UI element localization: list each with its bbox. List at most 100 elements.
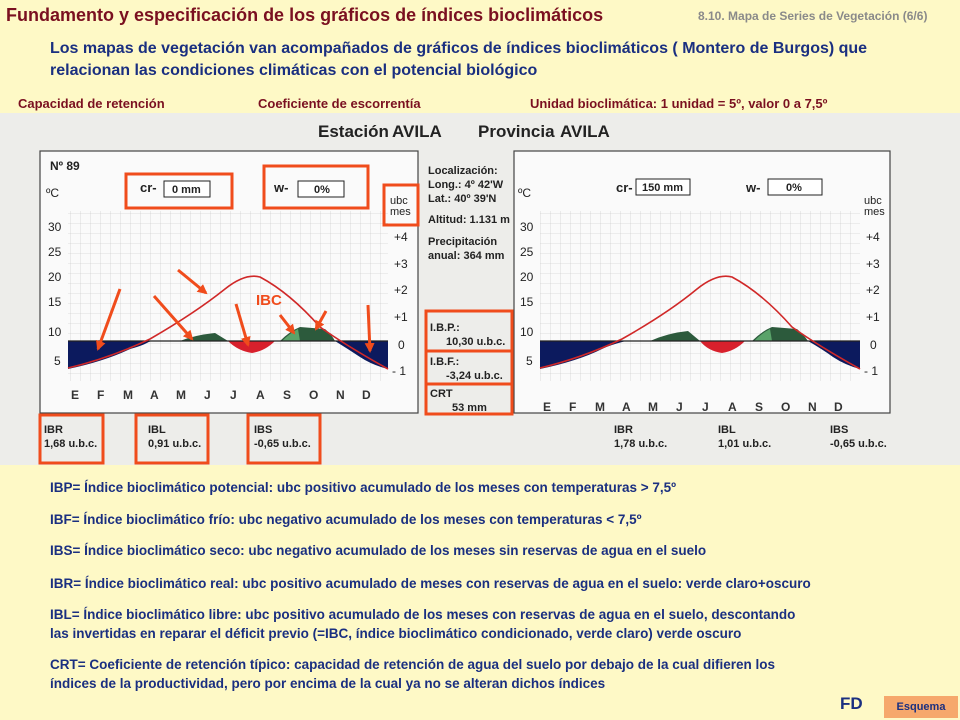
left-ibs-value: -0,65 u.b.c. (254, 438, 311, 450)
right-ubc-tick: 0 (870, 338, 877, 352)
right-w-label: w- (745, 180, 760, 195)
left-ytick: 20 (48, 270, 62, 284)
right-ibr-value: 1,78 u.b.c. (614, 438, 667, 450)
right-ibl-label: IBL (718, 424, 736, 436)
right-ubc-tick: +1 (866, 310, 880, 324)
left-month-label: F (97, 388, 104, 402)
left-ubc-tick: +2 (394, 283, 408, 297)
left-month-label: A (256, 388, 265, 402)
highlight-ibl-box (134, 413, 210, 465)
crt-value: 53 mm (452, 402, 487, 414)
intro-text: Los mapas de vegetación van acompañados … (50, 40, 868, 79)
left-month-axis: E F M A M J J A S O N D (71, 388, 371, 402)
left-ibc-band (282, 329, 300, 341)
right-ibc-band (754, 329, 772, 341)
right-month-label: E (543, 400, 551, 414)
right-ytick: 30 (520, 220, 534, 234)
right-grid (540, 211, 860, 381)
right-month-axis: E F M A M J J A S O N D (543, 400, 843, 414)
left-ytick: 5 (54, 354, 61, 368)
esquema-button[interactable]: Esquema (884, 696, 958, 718)
right-cr-field (635, 178, 691, 196)
left-ytick: 30 (48, 220, 62, 234)
right-ytick: 20 (520, 270, 534, 284)
definition-ibp: IBP= Índice bioclimático potencial: ubc … (50, 480, 677, 495)
definition-ibl-line1: IBL= Índice bioclimático libre: ubc posi… (50, 607, 796, 622)
definition-crt-line2: índices de la productividad, pero por en… (50, 676, 606, 691)
highlight-crt-box (424, 382, 514, 416)
left-ubc-tick: - 1 (392, 364, 406, 378)
right-month-label: J (702, 400, 709, 414)
station-info: Localización: Long.: 4º 42'W Lat.: 40º 3… (428, 165, 510, 414)
highlight-ubc-box (382, 183, 420, 227)
left-month-label: O (309, 388, 318, 402)
bioclimatic-figure: Estación AVILA Provincia AVILA Nº 89 ºC … (38, 122, 891, 465)
right-month-label: A (622, 400, 631, 414)
label-unidad-bioclimatica: Unidad bioclimática: 1 unidad = 5º, valo… (530, 96, 828, 111)
highlight-ibs-box (246, 413, 322, 465)
left-cr-field (163, 180, 211, 198)
arrow-ibf-late (364, 304, 375, 353)
station-number: Nº 89 (50, 159, 80, 173)
definition-crt-line1: CRT= Coeficiente de retención típico: ca… (50, 657, 776, 672)
right-ubc-label: ubc (864, 195, 882, 207)
highlight-boxes (38, 164, 514, 465)
right-w-field (767, 178, 823, 196)
right-month-label: J (676, 400, 683, 414)
left-month-label: M (176, 388, 186, 402)
right-month-label: S (755, 400, 763, 414)
right-w-value: 0% (786, 182, 802, 194)
left-ubc-tick: +3 (394, 257, 408, 271)
definition-ibf: IBF= Índice bioclimático frío: ubc negat… (50, 512, 642, 527)
page-title: Fundamento y especificación de los gráfi… (6, 5, 604, 25)
left-ytick: 15 (48, 295, 62, 309)
left-ytick: 25 (48, 245, 62, 259)
left-ibl-label: IBL (148, 424, 166, 436)
arrow-ibr (314, 310, 328, 331)
left-ubc-tick: +4 (394, 230, 408, 244)
label-coeficiente-escorrentia: Coeficiente de escorrentía (258, 96, 421, 111)
left-w-value: 0% (314, 184, 330, 196)
arrow-ibf (96, 288, 122, 351)
right-cr-label: cr- (616, 180, 633, 195)
left-month-label: N (336, 388, 345, 402)
right-indices: IBR 1,78 u.b.c. IBL 1,01 u.b.c. IBS -0,6… (614, 424, 887, 450)
left-mes-label: mes (390, 206, 411, 218)
left-ubc-tick: 0 (398, 338, 405, 352)
highlight-w-box (262, 164, 370, 210)
right-mes-label: mes (864, 206, 885, 218)
right-ubc-tick: +3 (866, 257, 880, 271)
right-cr-value: 150 mm (642, 182, 683, 194)
left-month-label: D (362, 388, 371, 402)
right-ytick: 15 (520, 295, 534, 309)
right-ibr-label: IBR (614, 424, 633, 436)
right-ibl-value: 1,01 u.b.c. (718, 438, 771, 450)
left-month-label: E (71, 388, 79, 402)
left-w-field (297, 180, 345, 198)
arrow-ibc (278, 314, 296, 335)
label-capacidad-retencion: Capacidad de retención (18, 96, 165, 111)
right-month-label: A (728, 400, 737, 414)
right-degc-label: ºC (518, 186, 531, 200)
left-ibs-label: IBS (254, 424, 272, 436)
left-w-label: w- (273, 180, 288, 195)
crt-label: CRT (430, 388, 453, 400)
left-month-label: S (283, 388, 291, 402)
left-ubc-tick: +1 (394, 310, 408, 324)
right-ytick: 5 (526, 354, 533, 368)
left-ubc-label: ubc (390, 195, 408, 207)
right-month-label: O (781, 400, 790, 414)
left-degc-label: ºC (46, 186, 59, 200)
highlight-cr-box (124, 172, 234, 210)
right-temperature-curve (539, 275, 861, 370)
ibc-label: IBC (256, 292, 282, 309)
left-ibr-value: 1,68 u.b.c. (44, 438, 97, 450)
right-ubc-tick: - 1 (864, 364, 878, 378)
left-month-label: J (230, 388, 237, 402)
fd-link[interactable]: FD (840, 694, 863, 713)
slide-number: 8.10. Mapa de Series de Vegetación (6/6) (698, 9, 928, 23)
right-ibs-label: IBS (830, 424, 848, 436)
info-longitud: Long.: 4º 42'W (428, 179, 504, 191)
info-precipitacion-anual: anual: 364 mm (428, 250, 505, 262)
right-ibs-value: -0,65 u.b.c. (830, 438, 887, 450)
